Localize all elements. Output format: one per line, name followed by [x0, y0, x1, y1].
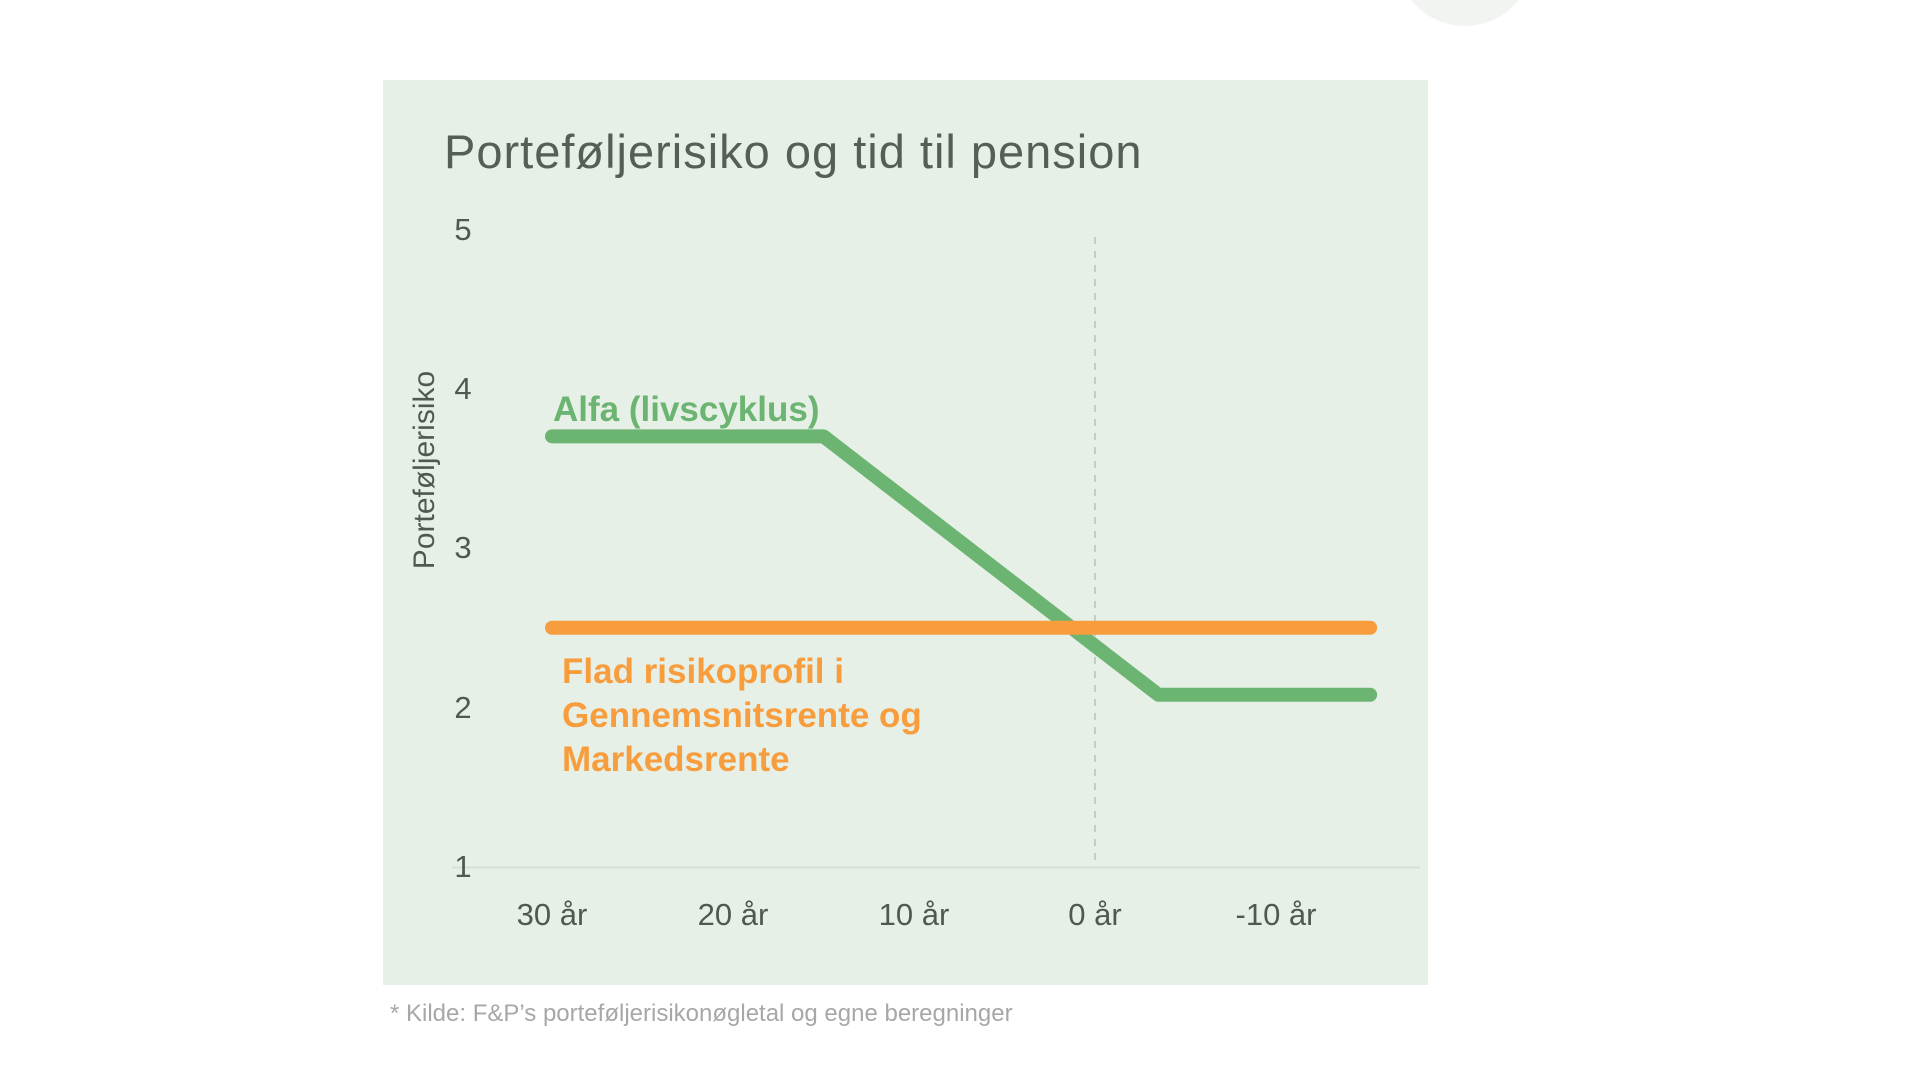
series-label-alfa-livscyklus: Alfa (livscyklus)	[553, 390, 820, 429]
x-tick-30-ar: 30 år	[516, 897, 588, 932]
chart-title: Porteføljerisiko og tid til pension	[444, 125, 1143, 178]
y-tick-1: 1	[454, 849, 472, 884]
chart-panel	[383, 80, 1428, 985]
x-tick-10-ar: 10 år	[878, 897, 950, 932]
x-tick-0-ar: 0 år	[1068, 897, 1122, 932]
series-label-flad-risikoprofil: Flad risikoprofil i Gennemsnitsrente og …	[562, 652, 922, 779]
y-tick-4: 4	[454, 371, 472, 406]
y-tick-5: 5	[454, 212, 472, 247]
x-tick-minus10-ar: -10 år	[1235, 897, 1317, 932]
x-tick-20-ar: 20 år	[697, 897, 769, 932]
source-note: * Kilde: F&P’s porteføljerisikonøgletal …	[390, 1000, 1013, 1027]
decorative-corner-circle	[1396, 0, 1534, 26]
y-tick-2: 2	[454, 690, 472, 725]
y-tick-3: 3	[454, 530, 472, 565]
